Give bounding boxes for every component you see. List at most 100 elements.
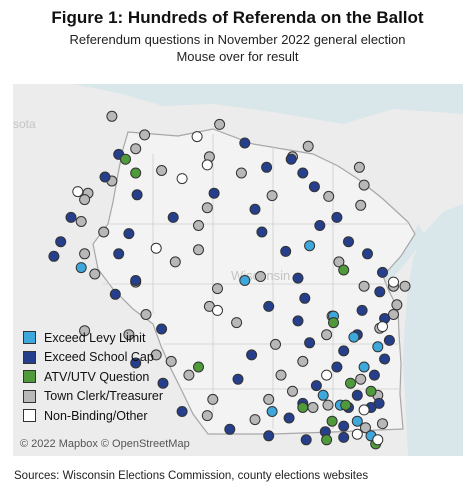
marker-school[interactable]: [314, 220, 326, 231]
legend-item-clerk[interactable]: Town Clerk/Treasurer: [23, 387, 163, 407]
marker-clerk[interactable]: [388, 309, 399, 320]
marker-school[interactable]: [157, 377, 169, 389]
marker-school[interactable]: [374, 286, 386, 298]
marker-other[interactable]: [176, 173, 188, 185]
marker-school[interactable]: [239, 137, 251, 149]
marker-atv[interactable]: [340, 399, 352, 411]
marker-atv[interactable]: [297, 402, 309, 413]
marker-levy[interactable]: [75, 262, 87, 274]
marker-other[interactable]: [150, 242, 162, 254]
marker-school[interactable]: [130, 275, 142, 286]
marker-clerk[interactable]: [287, 385, 298, 397]
marker-school[interactable]: [263, 300, 275, 312]
marker-other[interactable]: [358, 404, 370, 416]
legend-item-atv[interactable]: ATV/UTV Question: [23, 367, 163, 387]
marker-atv[interactable]: [120, 153, 131, 165]
marker-atv[interactable]: [326, 415, 338, 427]
marker-clerk[interactable]: [98, 226, 110, 238]
marker-school[interactable]: [176, 406, 188, 417]
marker-levy[interactable]: [304, 240, 316, 252]
marker-clerk[interactable]: [165, 355, 177, 367]
map-attribution[interactable]: © 2022 Mapbox © OpenStreetMap: [20, 438, 190, 450]
marker-clerk[interactable]: [169, 256, 181, 268]
marker-school[interactable]: [249, 203, 261, 215]
marker-clerk[interactable]: [79, 325, 91, 337]
marker-school[interactable]: [261, 161, 273, 173]
marker-school[interactable]: [283, 412, 295, 424]
marker-other[interactable]: [388, 276, 399, 288]
marker-other[interactable]: [351, 428, 363, 440]
marker-clerk[interactable]: [255, 271, 266, 282]
marker-school[interactable]: [331, 211, 343, 223]
marker-school[interactable]: [331, 361, 343, 373]
marker-school[interactable]: [99, 171, 111, 183]
marker-other[interactable]: [372, 434, 384, 446]
marker-levy[interactable]: [239, 275, 251, 286]
marker-clerk[interactable]: [377, 418, 388, 430]
marker-school[interactable]: [299, 292, 311, 304]
marker-school[interactable]: [351, 389, 363, 401]
marker-school[interactable]: [383, 334, 395, 346]
marker-school[interactable]: [343, 236, 354, 248]
marker-other[interactable]: [377, 321, 388, 333]
marker-atv[interactable]: [365, 385, 377, 397]
marker-school[interactable]: [362, 248, 373, 260]
marker-clerk[interactable]: [355, 373, 367, 385]
marker-clerk[interactable]: [302, 140, 314, 152]
marker-school[interactable]: [338, 420, 350, 432]
referendum-markers[interactable]: [48, 110, 411, 450]
marker-levy[interactable]: [351, 415, 363, 427]
marker-school[interactable]: [263, 430, 275, 442]
map-canvas[interactable]: sota Wisconsin: [13, 84, 463, 456]
legend-item-school[interactable]: Exceed School Cap: [23, 348, 163, 368]
marker-clerk[interactable]: [207, 393, 219, 405]
marker-clerk[interactable]: [79, 194, 91, 206]
marker-other[interactable]: [72, 186, 84, 198]
marker-school[interactable]: [292, 272, 304, 284]
marker-levy[interactable]: [348, 331, 360, 343]
marker-school[interactable]: [246, 349, 258, 361]
marker-levy[interactable]: [266, 406, 278, 417]
marker-atv[interactable]: [130, 167, 142, 179]
marker-atv[interactable]: [345, 377, 356, 389]
marker-clerk[interactable]: [156, 165, 168, 176]
marker-clerk[interactable]: [358, 179, 370, 191]
marker-clerk[interactable]: [321, 329, 333, 341]
marker-school[interactable]: [338, 431, 350, 443]
map-view[interactable]: sota Wisconsin: [13, 84, 463, 456]
marker-clerk[interactable]: [358, 280, 370, 292]
marker-clerk[interactable]: [391, 299, 403, 311]
marker-other[interactable]: [191, 131, 203, 143]
marker-clerk[interactable]: [307, 402, 319, 413]
marker-clerk[interactable]: [263, 393, 275, 405]
marker-school[interactable]: [55, 236, 67, 248]
marker-clerk[interactable]: [235, 167, 247, 179]
marker-atv[interactable]: [328, 317, 339, 329]
marker-clerk[interactable]: [150, 349, 162, 361]
marker-school[interactable]: [338, 345, 350, 357]
marker-clerk[interactable]: [123, 329, 135, 341]
marker-clerk[interactable]: [106, 110, 118, 122]
marker-atv[interactable]: [193, 361, 204, 373]
marker-clerk[interactable]: [231, 317, 243, 329]
marker-atv[interactable]: [321, 434, 333, 446]
marker-levy[interactable]: [372, 341, 384, 353]
marker-clerk[interactable]: [139, 129, 151, 141]
marker-clerk[interactable]: [399, 280, 411, 292]
marker-clerk[interactable]: [201, 410, 213, 422]
marker-school[interactable]: [224, 423, 236, 435]
marker-clerk[interactable]: [266, 190, 278, 202]
marker-clerk[interactable]: [322, 399, 334, 411]
marker-levy[interactable]: [358, 361, 370, 373]
marker-clerk[interactable]: [140, 309, 152, 320]
marker-clerk[interactable]: [214, 118, 226, 130]
marker-school[interactable]: [109, 288, 121, 300]
marker-atv[interactable]: [338, 264, 350, 276]
marker-school[interactable]: [113, 248, 125, 260]
marker-clerk[interactable]: [201, 202, 213, 214]
marker-clerk[interactable]: [297, 355, 309, 367]
marker-school[interactable]: [208, 187, 220, 199]
marker-clerk[interactable]: [270, 338, 281, 350]
legend-item-other[interactable]: Non-Binding/Other: [23, 406, 163, 426]
marker-other[interactable]: [321, 369, 333, 381]
